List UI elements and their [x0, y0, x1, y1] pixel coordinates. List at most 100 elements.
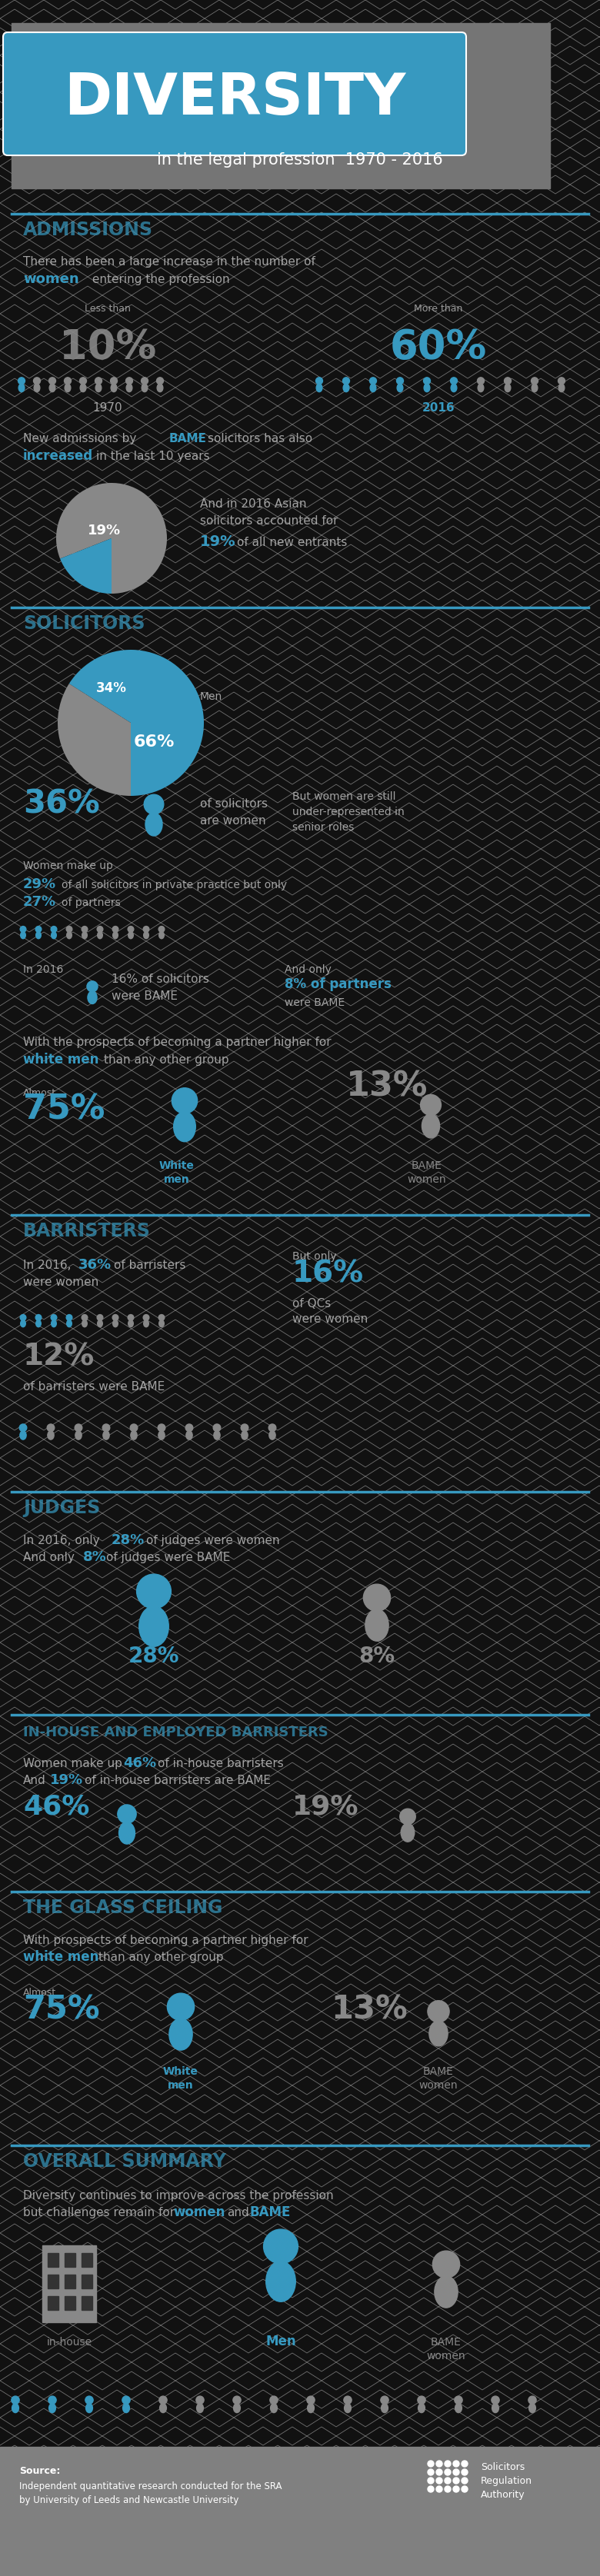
Ellipse shape: [111, 384, 117, 392]
Circle shape: [451, 379, 457, 384]
Text: And only: And only: [284, 963, 331, 976]
Text: Diversity continues to improve across the profession: Diversity continues to improve across th…: [23, 2190, 334, 2202]
Wedge shape: [58, 683, 131, 796]
Circle shape: [418, 2396, 425, 2403]
Circle shape: [453, 2460, 459, 2468]
Circle shape: [344, 2396, 352, 2403]
Text: of judges were BAME: of judges were BAME: [106, 1551, 230, 1564]
Text: Solicitors: Solicitors: [481, 2463, 525, 2473]
Text: 27%: 27%: [23, 894, 56, 909]
Ellipse shape: [119, 1821, 135, 1844]
Ellipse shape: [365, 1610, 389, 1641]
Ellipse shape: [343, 384, 349, 392]
Circle shape: [436, 2470, 442, 2476]
Ellipse shape: [492, 2403, 499, 2414]
Circle shape: [461, 2470, 467, 2476]
Circle shape: [461, 2460, 467, 2468]
Circle shape: [428, 2470, 434, 2476]
Circle shape: [558, 379, 565, 384]
Circle shape: [397, 379, 403, 384]
Text: Independent quantitative research conducted for the SRA: Independent quantitative research conduc…: [19, 2481, 282, 2491]
Circle shape: [400, 1808, 416, 1824]
Ellipse shape: [34, 384, 40, 392]
Text: women: women: [419, 2079, 458, 2092]
Ellipse shape: [169, 2020, 193, 2050]
Text: of solicitors: of solicitors: [200, 799, 268, 809]
Ellipse shape: [307, 2403, 314, 2414]
Text: than any other group: than any other group: [98, 1953, 224, 1963]
Ellipse shape: [36, 933, 41, 938]
Ellipse shape: [529, 2403, 536, 2414]
Ellipse shape: [159, 1319, 164, 1327]
Text: were women: were women: [292, 1314, 368, 1324]
Text: White: White: [163, 2066, 199, 2076]
Ellipse shape: [145, 814, 163, 835]
Ellipse shape: [197, 2403, 203, 2414]
Ellipse shape: [88, 992, 97, 1005]
Text: In 2016, only: In 2016, only: [23, 1535, 100, 1546]
Circle shape: [436, 2478, 442, 2483]
Ellipse shape: [418, 2403, 425, 2414]
Text: White: White: [159, 1159, 194, 1172]
Circle shape: [66, 927, 72, 933]
Wedge shape: [60, 538, 112, 592]
FancyBboxPatch shape: [3, 33, 466, 155]
Circle shape: [213, 1425, 221, 1432]
Text: of QCs: of QCs: [292, 1298, 331, 1309]
Ellipse shape: [434, 2277, 458, 2308]
Circle shape: [66, 1314, 72, 1321]
Circle shape: [95, 379, 102, 384]
Text: But women are still: But women are still: [292, 791, 396, 801]
Wedge shape: [69, 649, 204, 796]
Text: Regulation: Regulation: [481, 2476, 532, 2486]
Text: Women make up: Women make up: [23, 1757, 122, 1770]
Text: 19%: 19%: [50, 1772, 83, 1788]
Text: OVERALL SUMMARY: OVERALL SUMMARY: [23, 2154, 226, 2172]
Circle shape: [35, 927, 41, 933]
Text: THE GLASS CEILING: THE GLASS CEILING: [23, 1899, 223, 1917]
Ellipse shape: [12, 2403, 19, 2414]
Text: Women make up: Women make up: [23, 860, 113, 871]
Text: of in-house barristers are BAME: of in-house barristers are BAME: [85, 1775, 271, 1785]
Ellipse shape: [370, 384, 376, 392]
Text: women: women: [427, 2352, 466, 2362]
Circle shape: [436, 2486, 442, 2491]
Circle shape: [233, 2396, 241, 2403]
Ellipse shape: [113, 1319, 118, 1327]
Bar: [0, 2447, 600, 2576]
Text: by University of Leeds and Newcastle University: by University of Leeds and Newcastle Uni…: [19, 2496, 239, 2506]
Ellipse shape: [113, 933, 118, 938]
Text: And in 2016 Asian: And in 2016 Asian: [200, 497, 307, 510]
Text: 46%: 46%: [123, 1757, 156, 1770]
Circle shape: [157, 379, 163, 384]
Text: 60%: 60%: [390, 327, 487, 368]
Circle shape: [159, 2396, 167, 2403]
Text: men: men: [164, 1175, 190, 1185]
Ellipse shape: [131, 1430, 137, 1440]
Circle shape: [158, 927, 164, 933]
Circle shape: [75, 1425, 82, 1432]
Circle shape: [445, 2470, 451, 2476]
Circle shape: [126, 379, 133, 384]
Text: There has been a large increase in the number of: There has been a large increase in the n…: [23, 255, 315, 268]
Text: of barristers were BAME: of barristers were BAME: [23, 1381, 165, 1394]
Circle shape: [269, 1425, 276, 1432]
Circle shape: [185, 1425, 193, 1432]
Text: 75%: 75%: [23, 1994, 100, 2025]
Ellipse shape: [233, 2403, 241, 2414]
Circle shape: [143, 927, 149, 933]
Circle shape: [343, 379, 350, 384]
Ellipse shape: [158, 1430, 165, 1440]
Bar: [11, 23, 550, 188]
Ellipse shape: [173, 1113, 196, 1141]
Text: increased: increased: [23, 448, 93, 464]
Circle shape: [421, 1095, 441, 1115]
Circle shape: [461, 2486, 467, 2491]
Text: women: women: [407, 1175, 446, 1185]
Ellipse shape: [451, 384, 457, 392]
Text: 13%: 13%: [331, 1994, 407, 2025]
Circle shape: [112, 1314, 118, 1321]
Text: Almost: Almost: [23, 1989, 56, 1999]
Text: in the last 10 years: in the last 10 years: [96, 451, 210, 461]
Text: of in-house barristers: of in-house barristers: [158, 1757, 284, 1770]
